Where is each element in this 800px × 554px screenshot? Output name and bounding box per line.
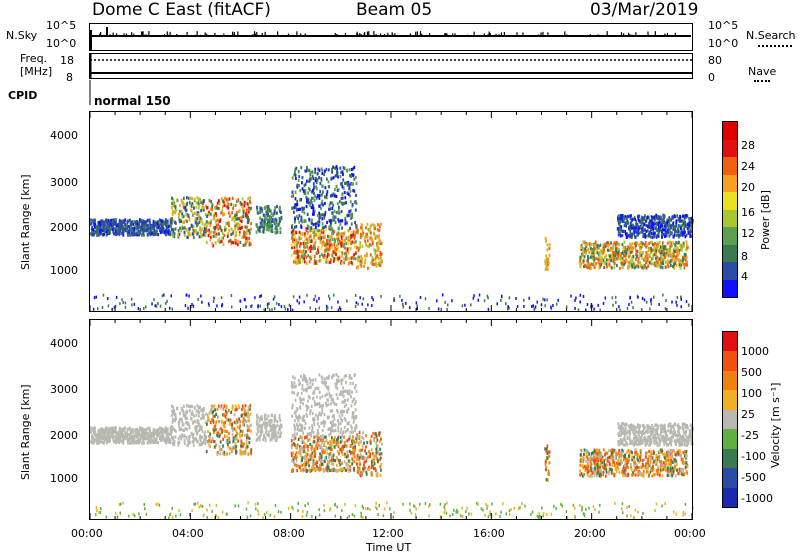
- xtick-1200: 12:00: [372, 527, 404, 540]
- power-ylabel: Slant Range [km]: [19, 174, 32, 270]
- cpid-value: normal 150: [94, 94, 171, 108]
- velocity-cbar-tick-m1000: -1000: [741, 492, 773, 505]
- power-ytick-2000: 2000: [50, 221, 78, 234]
- power-cbar-tick-24: 24: [741, 160, 755, 173]
- power-colorbar: [722, 121, 738, 298]
- power-cbar-tick-20: 20: [741, 181, 755, 194]
- nsky-tick-low: 10^0: [46, 37, 77, 50]
- velocity-cbar-tick-500: 500: [741, 366, 762, 379]
- nsky-panel: [89, 23, 693, 51]
- power-cbar-tick-16: 16: [741, 206, 755, 219]
- power-ytick-4000: 4000: [50, 129, 78, 142]
- velocity-cbar-tick-m500: -500: [741, 471, 766, 484]
- velocity-cbar-tick-25: 25: [741, 408, 755, 421]
- velocity-cbar-tick-1000: 1000: [741, 345, 769, 358]
- date-title: 03/Mar/2019: [590, 0, 699, 20]
- velocity-cbar-tick-m100: -100: [741, 450, 766, 463]
- radar-title: Dome C East (fitACF): [92, 0, 271, 20]
- velocity-ytick-1000: 1000: [50, 472, 78, 485]
- xtick-0800: 08:00: [273, 527, 305, 540]
- xtick-0400: 04:00: [172, 527, 204, 540]
- velocity-cbar-tick-m25: -25: [741, 429, 759, 442]
- freq-panel: [89, 53, 693, 79]
- freq-tick-low: 8: [66, 71, 73, 84]
- velocity-cbar-label: Velocity [m s⁻¹]: [769, 382, 782, 468]
- freq-tick-high: 18: [60, 54, 74, 67]
- cpid-label: CPID: [8, 89, 38, 102]
- power-cbar-label: Power [dB]: [759, 190, 772, 250]
- nave-legend-line: [754, 80, 770, 82]
- xtick-0000b: 00:00: [674, 527, 706, 540]
- velocity-cbar-tick-100: 100: [741, 387, 762, 400]
- power-cbar-tick-4: 4: [741, 270, 748, 283]
- nsky-tick-high: 10^5: [46, 19, 77, 32]
- xaxis-label: Time UT: [366, 541, 412, 554]
- power-cbar-tick-8: 8: [741, 250, 748, 263]
- velocity-ytick-2000: 2000: [50, 429, 78, 442]
- nsearch-tick-high: 10^5: [708, 19, 739, 32]
- nsearch-legend-line: [758, 45, 792, 47]
- xtick-2000: 20:00: [574, 527, 606, 540]
- velocity-ytick-4000: 4000: [50, 337, 78, 350]
- freq-label-1: Freq.: [20, 52, 48, 65]
- nave-tick-low: 0: [708, 71, 715, 84]
- velocity-panel: [89, 319, 693, 520]
- velocity-ylabel: Slant Range [km]: [19, 384, 32, 480]
- velocity-colorbar: [722, 331, 738, 508]
- power-ytick-1000: 1000: [50, 264, 78, 277]
- power-ytick-3000: 3000: [50, 176, 78, 189]
- nsearch-tick-low: 10^0: [708, 37, 739, 50]
- freq-label-2: [MHz]: [20, 65, 53, 78]
- power-cbar-tick-12: 12: [741, 227, 755, 240]
- nave-tick-high: 80: [708, 54, 722, 67]
- xtick-1600: 16:00: [473, 527, 505, 540]
- nave-label: Nave: [748, 65, 777, 78]
- beam-title: Beam 05: [356, 0, 433, 20]
- power-panel: [89, 111, 693, 312]
- power-cbar-tick-28: 28: [741, 139, 755, 152]
- xtick-0000a: 00:00: [71, 527, 103, 540]
- velocity-ytick-3000: 3000: [50, 383, 78, 396]
- nsearch-label: N.Search: [746, 29, 796, 42]
- nsky-label: N.Sky: [6, 29, 38, 42]
